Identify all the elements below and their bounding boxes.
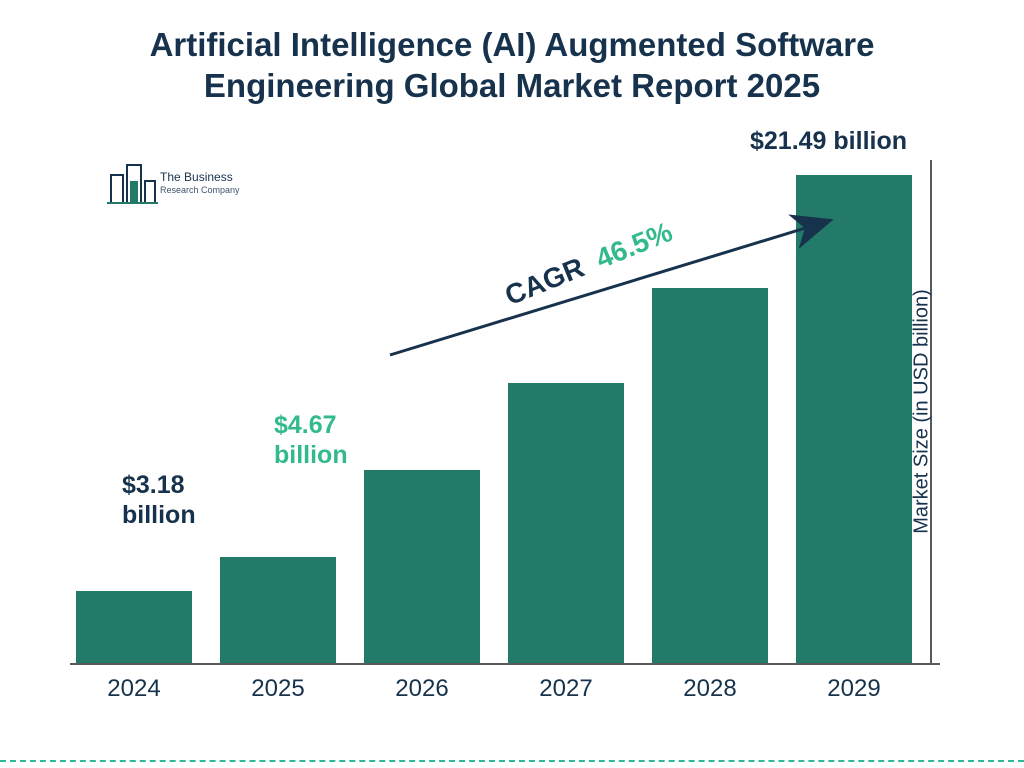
title-line-2: Engineering Global Market Report 2025 [0, 65, 1024, 106]
bar [76, 591, 192, 663]
y-axis-label: Market Size (in USD billion) [911, 162, 934, 662]
value-label-2025: $4.67 billion [274, 410, 348, 470]
page-title: Artificial Intelligence (AI) Augmented S… [0, 24, 1024, 107]
value-label-2025-amount: $4.67 [274, 410, 348, 440]
x-axis-line [70, 663, 940, 665]
value-label-2025-unit: billion [274, 440, 348, 470]
value-label-2029: $21.49 billion [750, 126, 907, 156]
bar [364, 470, 480, 663]
x-tick-label: 2024 [76, 675, 192, 703]
arrow-icon [370, 200, 850, 370]
x-tick-label: 2028 [652, 675, 768, 703]
x-tick-label: 2025 [220, 675, 336, 703]
x-tick-label: 2029 [796, 675, 912, 703]
value-label-2024-unit: billion [122, 500, 196, 530]
value-label-2024-amount: $3.18 [122, 470, 196, 500]
bar [220, 557, 336, 663]
bar-chart: 2024 2025 2026 2027 2028 2029 $3.18 billion $… [70, 160, 940, 705]
x-tick-label: 2026 [364, 675, 480, 703]
page: Artificial Intelligence (AI) Augmented S… [0, 0, 1024, 768]
value-label-2024: $3.18 billion [122, 470, 196, 530]
bar [508, 383, 624, 663]
cagr-arrow-group: CAGR 46.5% [370, 200, 850, 370]
bar-slot [76, 163, 192, 663]
x-labels: 2024 2025 2026 2027 2028 2029 [70, 669, 940, 705]
x-tick-label: 2027 [508, 675, 624, 703]
title-line-1: Artificial Intelligence (AI) Augmented S… [0, 24, 1024, 65]
value-label-2029-text: $21.49 billion [750, 127, 907, 155]
bottom-divider [0, 760, 1024, 762]
